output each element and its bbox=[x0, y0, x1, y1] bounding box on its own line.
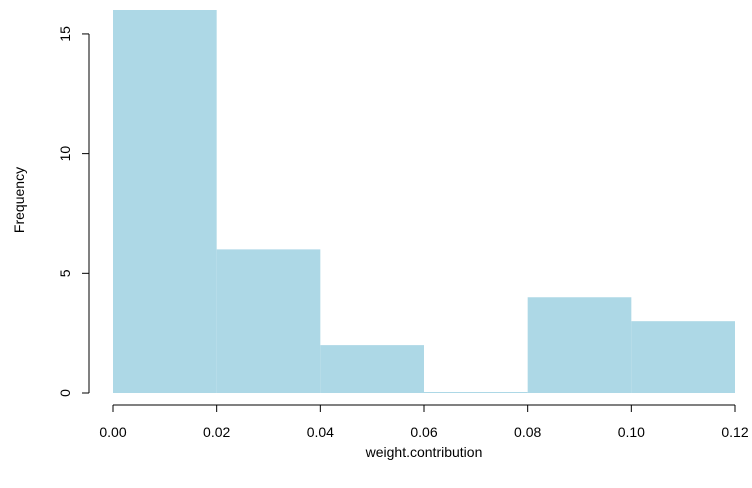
y-tick-label-3: 15 bbox=[57, 26, 73, 42]
histogram-bar-4 bbox=[527, 297, 632, 393]
x-tick-label-1: 0.02 bbox=[203, 424, 230, 440]
x-tick-label-5: 0.10 bbox=[618, 424, 645, 440]
x-tick-label-3: 0.06 bbox=[410, 424, 437, 440]
y-tick-label-2: 10 bbox=[57, 146, 73, 162]
y-tick-label-1: 5 bbox=[57, 269, 73, 277]
x-tick-label-4: 0.08 bbox=[514, 424, 541, 440]
histogram-bar-5 bbox=[631, 321, 735, 393]
histogram-bar-2 bbox=[320, 345, 424, 393]
x-tick-label-0: 0.00 bbox=[99, 424, 126, 440]
x-axis-title: weight.contribution bbox=[365, 444, 483, 460]
histogram-bar-1 bbox=[216, 249, 321, 393]
x-axis: 0.00 0.02 0.04 0.06 0.08 0.10 0.12 bbox=[99, 404, 749, 440]
x-tick-label-2: 0.04 bbox=[307, 424, 334, 440]
y-tick-label-0: 0 bbox=[57, 389, 73, 397]
histogram-bar-3 bbox=[424, 392, 528, 393]
histogram-bar-0 bbox=[113, 10, 217, 393]
x-tick-label-6: 0.12 bbox=[721, 424, 748, 440]
y-axis: 0 5 10 15 bbox=[57, 26, 90, 397]
histogram-bars bbox=[113, 10, 735, 393]
y-axis-title: Frequency bbox=[11, 167, 27, 233]
